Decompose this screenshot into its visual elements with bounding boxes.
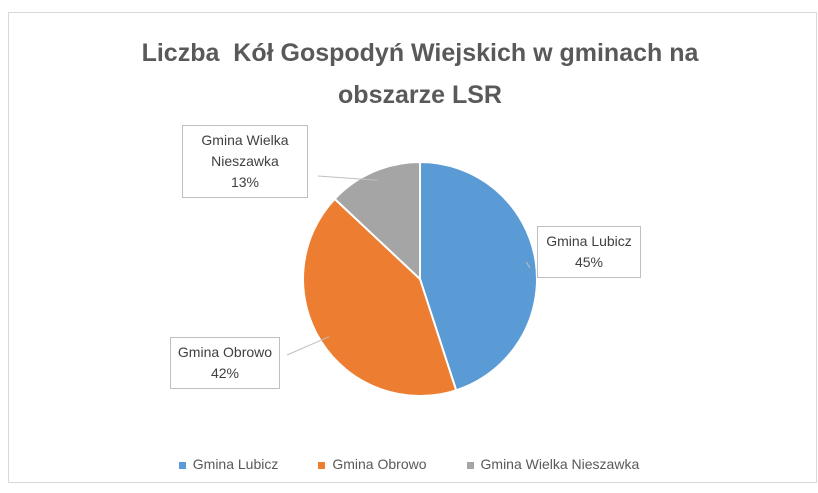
legend-item: Gmina Obrowo <box>318 456 427 472</box>
legend-swatch <box>466 461 474 469</box>
legend: Gmina Lubicz Gmina Obrowo Gmina Wielka Nie… <box>0 456 818 472</box>
legend-label: Gmina Wielka Nieszawka <box>480 456 640 472</box>
data-label: Gmina Lubicz 45% <box>537 226 641 278</box>
data-label-name: Gmina Wielka Nieszawka <box>201 132 289 169</box>
data-label-value: 45% <box>574 254 604 270</box>
data-label-value: 42% <box>210 365 240 381</box>
data-label: Gmina Wielka Nieszawka 13% <box>182 125 308 198</box>
pie-slice <box>419 160 538 392</box>
legend-label: Gmina Obrowo <box>332 456 427 472</box>
legend-swatch <box>318 461 326 469</box>
leader-line <box>525 261 531 269</box>
data-label-name: Gmina Lubicz <box>546 233 632 249</box>
data-label-name: Gmina Obrowo <box>177 344 273 360</box>
data-label: Gmina Obrowo 42% <box>170 337 280 389</box>
pie-slice <box>302 197 458 397</box>
legend-swatch <box>178 461 186 469</box>
chart-title: Liczba Kół Gospodyń Wiejskich w gminach … <box>141 39 706 109</box>
legend-label: Gmina Lubicz <box>192 456 279 472</box>
leader-line <box>286 336 330 356</box>
legend-item: Gmina Wielka Nieszawka <box>466 456 640 472</box>
leader-line <box>317 175 378 181</box>
pie-slice <box>333 160 421 282</box>
data-label-value: 13% <box>230 174 260 190</box>
legend-item: Gmina Lubicz <box>178 456 279 472</box>
